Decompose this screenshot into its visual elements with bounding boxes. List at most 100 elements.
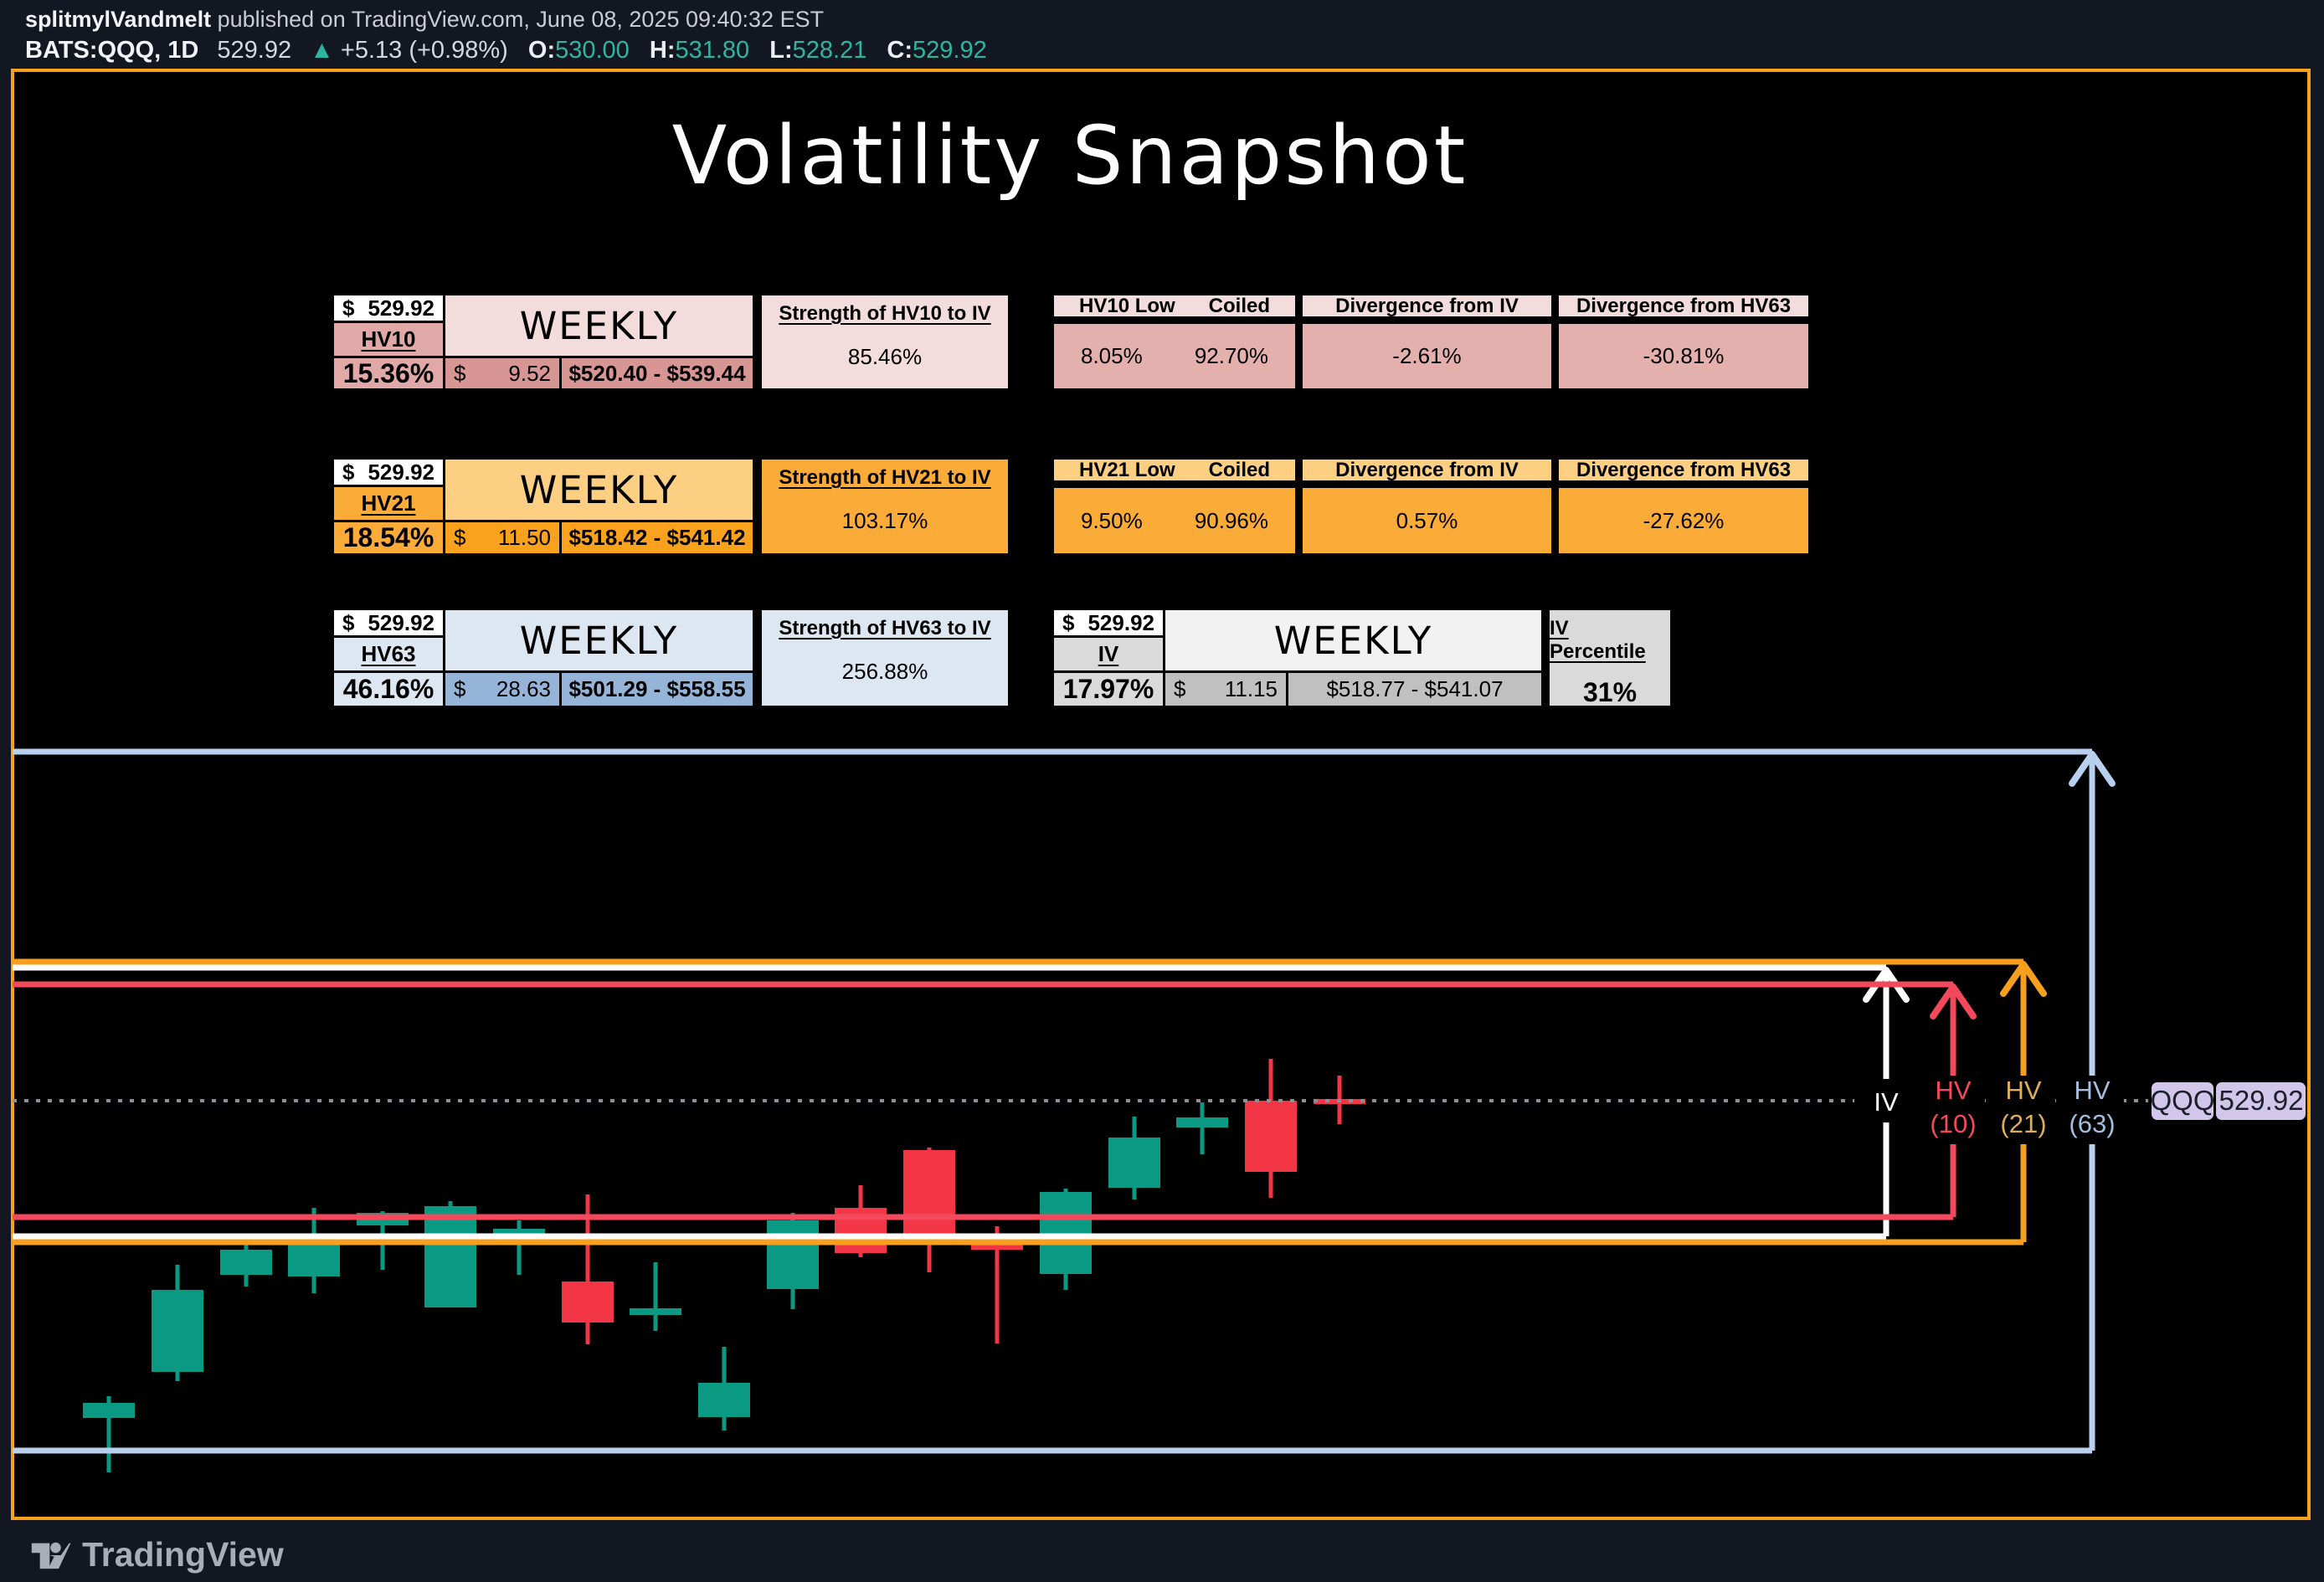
hv21-diviv-value: 0.57% (1300, 485, 1554, 556)
hv63-price-currency: $ (342, 609, 355, 635)
hv63-move-value: 28.63 (496, 676, 551, 701)
iv-pct-cell: 17.97% (1051, 670, 1165, 708)
hv10-pct-cell: 15.36% (332, 356, 445, 391)
iv-percentile-header: IV Percentile (1550, 617, 1646, 663)
hv63-move-currency: $ (454, 676, 466, 701)
hv21-strength-value: 103.17% (841, 508, 928, 533)
hv10-price-value: 529.92 (368, 295, 434, 321)
hv63-table: $529.92 HV63 46.16% WEEKLY $28.63 $501.2… (332, 608, 1010, 708)
hv63-price-value: 529.92 (368, 609, 434, 635)
iv-table: $529.92 IV 17.97% WEEKLY $11.15 $518.77 … (1051, 608, 1673, 708)
price-change: +5.13 (+0.98%) (340, 37, 508, 64)
hv63-move-cell: $28.63 (443, 670, 562, 708)
hv10-divergence-table: HV10 Low Coiled 8.05% 92.70% Divergence fr… (1051, 293, 1811, 391)
hv21-move-value: 11.50 (497, 525, 551, 550)
hv10-lowcoiled-header: HV10 Low Coiled (1051, 293, 1298, 319)
iv-period-cell: WEEKLY (1163, 608, 1544, 673)
iv-move-cell: $11.15 (1163, 670, 1288, 708)
hv21-low-header: HV21 Low (1079, 458, 1175, 481)
page-title: Volatility Snapshot (671, 109, 1468, 203)
hv21-strength-label: Strength of HV21 to IV (779, 466, 991, 489)
byline: splitmylVandmelt published on TradingVie… (25, 7, 824, 33)
hv21-price-currency: $ (342, 459, 355, 485)
hv10-low-header: HV10 Low (1079, 294, 1175, 317)
hv21-table: $529.92 HV21 18.54% WEEKLY $11.50 $518.4… (332, 457, 1010, 556)
low-label: L: (769, 37, 793, 64)
author-username[interactable]: splitmylVandmelt (25, 7, 212, 32)
hv21-divhv63-value: -27.62% (1556, 485, 1811, 556)
hv10-diviv-header: Divergence from IV (1300, 293, 1554, 319)
hv21-strength-cell: Strength of HV21 to IV 103.17% (759, 457, 1010, 556)
iv-label-cell: IV (1051, 635, 1165, 673)
hv63-price-cell: $529.92 (332, 608, 445, 638)
tradingview-brand-text[interactable]: TradingView (82, 1535, 284, 1574)
hv10-coiled-value: 92.70% (1194, 343, 1268, 368)
hv21-divhv63-header: Divergence from HV63 (1556, 457, 1811, 483)
hv10-table: $529.92 HV10 15.36% WEEKLY $9.52 $520.40… (332, 293, 1010, 391)
hv10-move-value: 9.52 (508, 360, 551, 386)
low-value: 528.21 (792, 37, 867, 64)
hv63-label-cell: HV63 (332, 635, 445, 673)
hv63-strength-label: Strength of HV63 to IV (779, 617, 991, 639)
hv21-diviv-header: Divergence from IV (1300, 457, 1554, 483)
hv63-label: HV63 (361, 641, 416, 666)
iv-move-currency: $ (1174, 676, 1186, 701)
hv21-coiled-header: Coiled (1208, 458, 1270, 481)
hv63-range-cell: $501.29 - $558.55 (559, 670, 755, 708)
open-value: 530.00 (555, 37, 630, 64)
hv10-strength-label: Strength of HV10 to IV (779, 302, 991, 325)
hv21-low-value: 9.50% (1081, 507, 1143, 533)
hv21-label: HV21 (361, 491, 416, 516)
symbol-label: BATS:QQQ, 1D (25, 37, 199, 64)
hv21-price-value: 529.92 (368, 459, 434, 485)
hv10-coiled-header: Coiled (1208, 294, 1270, 317)
byline-text: published on TradingView.com, June 08, 2… (211, 7, 825, 32)
hv10-lowcoiled-body: 8.05% 92.70% (1051, 321, 1298, 391)
iv-label: IV (1098, 641, 1119, 666)
hv63-period-cell: WEEKLY (443, 608, 755, 673)
hv21-move-currency: $ (454, 525, 466, 550)
high-value: 531.80 (675, 37, 750, 64)
open-label: O: (527, 37, 556, 64)
iv-percentile-cell: IV Percentile 31% (1547, 608, 1673, 708)
hv21-move-cell: $11.50 (443, 520, 562, 556)
symbol-status-row: BATS:QQQ, 1D 529.92 ▲ +5.13 (+0.98%) O:5… (25, 37, 987, 64)
hv10-price-cell: $529.92 (332, 293, 445, 323)
hv21-lowcoiled-body: 9.50% 90.96% (1051, 485, 1298, 556)
hv10-strength-value: 85.46% (847, 344, 923, 369)
hv10-price-currency: $ (342, 295, 355, 321)
hv63-pct-cell: 46.16% (332, 670, 445, 708)
hv21-period-cell: WEEKLY (443, 457, 755, 522)
high-label: H: (649, 37, 676, 64)
hv21-coiled-value: 90.96% (1194, 507, 1268, 533)
tradingview-logo-icon[interactable] (30, 1537, 74, 1574)
iv-price-cell: $529.92 (1051, 608, 1165, 638)
close-value: 529.92 (913, 37, 987, 64)
hv10-divhv63-header: Divergence from HV63 (1556, 293, 1811, 319)
iv-price-value: 529.92 (1087, 609, 1154, 635)
hv10-strength-cell: Strength of HV10 to IV 85.46% (759, 293, 1010, 391)
hv10-move-currency: $ (454, 360, 466, 386)
hv10-range-cell: $520.40 - $539.44 (559, 356, 755, 391)
hv10-diviv-value: -2.61% (1300, 321, 1554, 391)
hv10-label-cell: HV10 (332, 321, 445, 358)
hv63-strength-value: 256.88% (841, 659, 928, 684)
hv21-price-cell: $529.92 (332, 457, 445, 487)
hv63-strength-cell: Strength of HV63 to IV 256.88% (759, 608, 1010, 708)
last-price: 529.92 (217, 37, 292, 64)
iv-move-value: 11.15 (1224, 676, 1278, 701)
hv21-pct-cell: 18.54% (332, 520, 445, 556)
iv-price-currency: $ (1062, 609, 1075, 635)
hv10-label: HV10 (361, 326, 416, 352)
hv21-range-cell: $518.42 - $541.42 (559, 520, 755, 556)
hv21-divergence-table: HV21 Low Coiled 9.50% 90.96% Divergence fr… (1051, 457, 1811, 556)
iv-range-cell: $518.77 - $541.07 (1286, 670, 1544, 708)
hv10-move-cell: $9.52 (443, 356, 562, 391)
hv10-period-cell: WEEKLY (443, 293, 755, 358)
up-arrow-icon: ▲ (310, 37, 334, 64)
chart-frame (11, 69, 2311, 1520)
hv10-divhv63-value: -30.81% (1556, 321, 1811, 391)
iv-percentile-value: 31% (1582, 677, 1638, 707)
close-label: C: (887, 37, 913, 64)
hv10-low-value: 8.05% (1081, 343, 1143, 368)
